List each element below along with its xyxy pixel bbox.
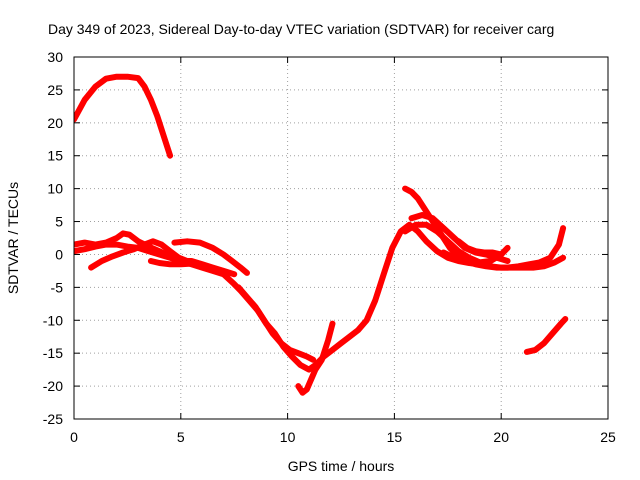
y-tick-label: 15	[47, 148, 63, 164]
x-tick-label: 15	[387, 429, 403, 445]
y-tick-label: 5	[55, 214, 63, 230]
y-tick-label: 0	[55, 246, 63, 262]
series-track-6	[171, 238, 250, 276]
x-tick-label: 5	[177, 429, 185, 445]
x-tick-label: 0	[70, 429, 78, 445]
y-tick-labels: -25 -20 -15 -10 -5 0 5 10 15 20 25 30	[43, 49, 63, 427]
y-tick-label: 25	[47, 82, 63, 98]
y-tick-label: 30	[47, 49, 63, 65]
x-tick-label: 20	[493, 429, 509, 445]
y-tick-label: -15	[43, 345, 63, 361]
series-track-4	[88, 238, 191, 271]
series-track-13	[455, 238, 505, 258]
series-track-14	[523, 316, 569, 355]
series-track-3	[74, 241, 238, 278]
series-track-7	[235, 284, 317, 363]
y-tick-label: 10	[47, 181, 63, 197]
series-track-1	[74, 73, 174, 159]
y-tick-label: 20	[47, 115, 63, 131]
y-tick-label: -25	[43, 411, 63, 427]
chart-title: Day 349 of 2023, Sidereal Day-to-day VTE…	[48, 21, 554, 37]
series-track-12	[440, 225, 567, 271]
y-tick-label: -5	[51, 279, 64, 295]
plot-frame	[73, 56, 609, 420]
ticks	[73, 56, 609, 420]
x-tick-label: 10	[280, 429, 296, 445]
x-tick-label: 25	[600, 429, 616, 445]
y-tick-label: -10	[43, 312, 63, 328]
series-group	[74, 73, 569, 396]
series-track-8	[295, 320, 336, 396]
x-axis-title: GPS time / hours	[288, 458, 395, 474]
x-tick-labels: 0 5 10 15 20 25	[70, 429, 616, 445]
y-axis-title: SDTVAR / TECUs	[5, 182, 21, 294]
series-track-5	[147, 258, 193, 268]
y-tick-label: -20	[43, 378, 63, 394]
